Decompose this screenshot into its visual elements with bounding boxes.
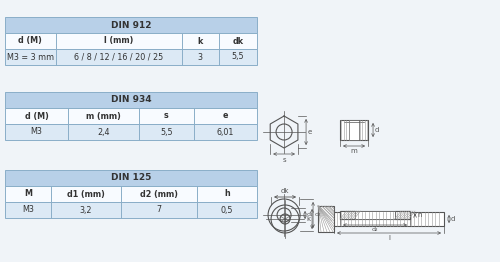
Text: d₂: d₂ <box>315 212 322 217</box>
Bar <box>394 211 410 219</box>
Text: d: d <box>451 216 456 222</box>
Text: 6,01: 6,01 <box>217 128 234 137</box>
Bar <box>340 211 410 219</box>
Bar <box>5 202 257 218</box>
Bar <box>5 33 257 49</box>
Text: 7: 7 <box>156 205 162 215</box>
Text: d (M): d (M) <box>18 36 42 46</box>
Text: s: s <box>164 112 169 121</box>
Text: h: h <box>224 189 230 199</box>
Text: dk: dk <box>281 188 289 194</box>
Text: d₂: d₂ <box>372 227 378 232</box>
Bar <box>334 212 444 226</box>
Bar <box>5 108 257 124</box>
Bar <box>356 211 395 219</box>
Text: M3 = 3 mm: M3 = 3 mm <box>7 52 54 62</box>
Text: k: k <box>198 36 203 46</box>
Text: M3: M3 <box>30 128 42 137</box>
Text: 0,5: 0,5 <box>220 205 233 215</box>
Text: l (mm): l (mm) <box>104 36 133 46</box>
Text: 6 / 8 / 12 / 16 / 20 / 25: 6 / 8 / 12 / 16 / 20 / 25 <box>74 52 163 62</box>
Text: DIN 125: DIN 125 <box>111 173 152 183</box>
Text: m: m <box>350 148 358 154</box>
Bar <box>5 124 257 140</box>
Text: k: k <box>306 216 310 222</box>
Bar <box>349 120 359 140</box>
Bar <box>5 92 257 108</box>
Text: dk: dk <box>232 36 243 46</box>
Text: d: d <box>375 127 380 133</box>
Text: d (M): d (M) <box>24 112 48 121</box>
Text: d2 (mm): d2 (mm) <box>140 189 178 199</box>
Text: M: M <box>24 189 32 199</box>
Bar <box>5 186 257 202</box>
Text: DIN 912: DIN 912 <box>111 20 152 30</box>
Text: DIN 934: DIN 934 <box>111 96 152 105</box>
Bar <box>394 211 410 219</box>
Bar <box>5 17 257 33</box>
Text: m (mm): m (mm) <box>86 112 121 121</box>
Bar <box>340 120 368 140</box>
Bar <box>318 206 334 232</box>
Text: s: s <box>282 157 286 163</box>
Bar <box>5 49 257 65</box>
Text: 3: 3 <box>198 52 203 62</box>
Text: l: l <box>388 235 390 241</box>
Bar <box>340 211 355 219</box>
Bar <box>340 211 355 219</box>
Text: d1 (mm): d1 (mm) <box>67 189 104 199</box>
Text: e: e <box>223 112 228 121</box>
Text: 3,2: 3,2 <box>80 205 92 215</box>
Text: d₁: d₁ <box>307 212 314 217</box>
Text: 2,4: 2,4 <box>97 128 110 137</box>
Text: 5,5: 5,5 <box>160 128 172 137</box>
Text: h: h <box>417 212 422 218</box>
Text: e: e <box>308 129 312 135</box>
Bar <box>5 170 257 186</box>
Text: M3: M3 <box>22 205 34 215</box>
Text: 5,5: 5,5 <box>232 52 244 62</box>
